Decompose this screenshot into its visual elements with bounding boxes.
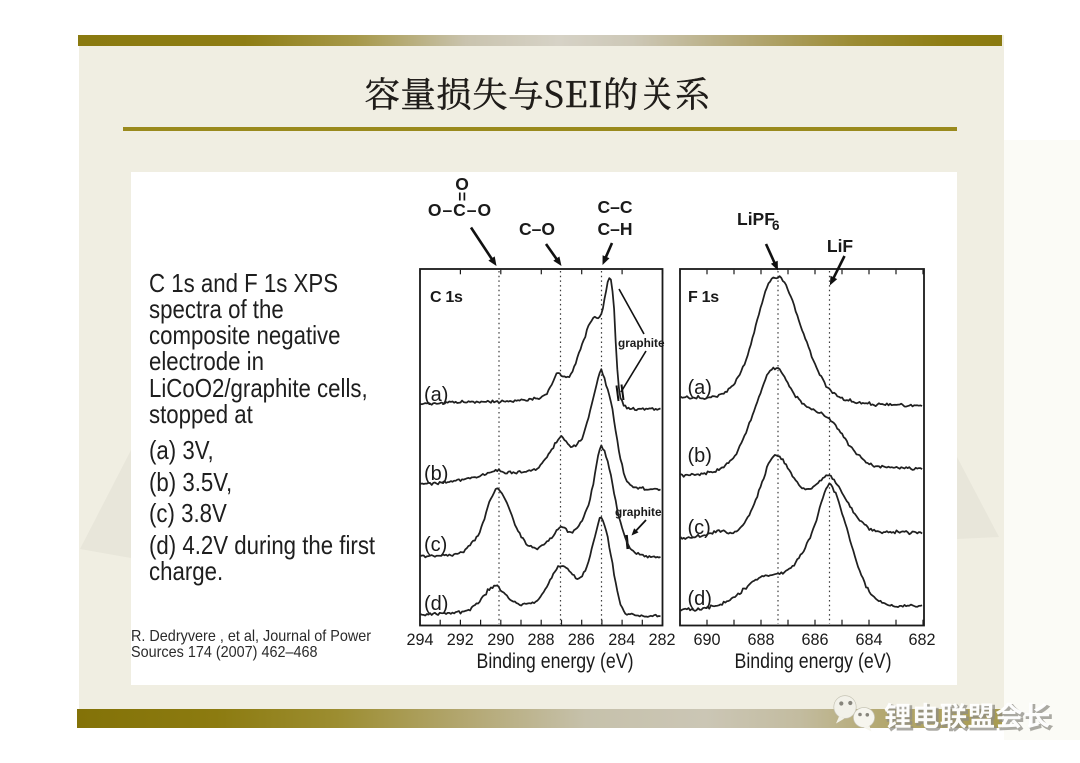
- svg-text:684: 684: [855, 631, 882, 649]
- svg-text:688: 688: [747, 631, 774, 649]
- svg-text:F 1s: F 1s: [688, 289, 719, 306]
- svg-text:294: 294: [406, 631, 433, 649]
- svg-text:C–O: C–O: [519, 219, 555, 239]
- svg-text:LiF: LiF: [827, 236, 854, 256]
- svg-text:288: 288: [527, 631, 554, 649]
- svg-text:290: 290: [487, 631, 514, 649]
- svg-text:C–H: C–H: [597, 219, 632, 239]
- svg-text:284: 284: [608, 631, 635, 649]
- svg-text:682: 682: [908, 631, 935, 649]
- svg-text:282: 282: [648, 631, 675, 649]
- svg-text:292: 292: [447, 631, 474, 649]
- svg-text:(c): (c): [424, 534, 447, 556]
- svg-text:LiPF: LiPF: [737, 209, 775, 229]
- svg-text:graphite: graphite: [615, 505, 662, 519]
- svg-text:C 1s: C 1s: [430, 289, 463, 306]
- svg-text:O–C–O: O–C–O: [428, 200, 492, 220]
- svg-text:690: 690: [693, 631, 720, 649]
- svg-text:Binding energy (eV): Binding energy (eV): [477, 649, 634, 673]
- svg-text:(b): (b): [688, 445, 712, 467]
- svg-text:686: 686: [801, 631, 828, 649]
- svg-text:C–C: C–C: [597, 197, 632, 217]
- svg-text:6: 6: [772, 218, 780, 233]
- svg-text:(b): (b): [424, 463, 448, 485]
- svg-text:286: 286: [568, 631, 595, 649]
- svg-text:(c): (c): [688, 517, 711, 539]
- svg-text:(d): (d): [688, 588, 712, 610]
- svg-text:O: O: [455, 174, 469, 194]
- svg-text:graphite: graphite: [618, 336, 665, 350]
- svg-text:(a): (a): [424, 384, 448, 406]
- svg-text:(d): (d): [424, 593, 448, 615]
- svg-text:(a): (a): [688, 377, 712, 399]
- svg-text:Binding energy (eV): Binding energy (eV): [735, 649, 892, 673]
